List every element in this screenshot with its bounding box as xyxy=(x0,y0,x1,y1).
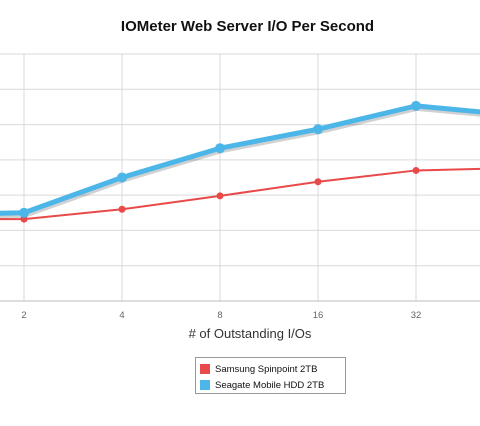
data-point xyxy=(412,166,420,174)
legend-label-seagate: Seagate Mobile HDD 2TB xyxy=(215,379,325,391)
legend: Samsung Spinpoint 2TB Seagate Mobile HDD… xyxy=(195,357,346,394)
data-point xyxy=(118,205,126,213)
x-tick-label: 32 xyxy=(411,310,422,321)
legend-item: Samsung Spinpoint 2TB xyxy=(200,361,345,377)
data-point xyxy=(117,172,127,183)
data-point xyxy=(19,207,29,218)
x-tick-label: 2 xyxy=(21,310,26,321)
data-point xyxy=(411,100,421,111)
x-tick-label: 8 xyxy=(217,310,222,321)
data-point xyxy=(313,124,323,135)
data-point xyxy=(215,143,225,154)
legend-item: Seagate Mobile HDD 2TB xyxy=(200,377,345,393)
legend-swatch-seagate xyxy=(200,380,210,390)
x-tick-label: 16 xyxy=(313,310,324,321)
x-tick-label: 4 xyxy=(119,310,124,321)
data-point xyxy=(314,178,322,186)
legend-swatch-samsung xyxy=(200,364,210,374)
x-axis-label: # of Outstanding I/Os xyxy=(188,326,312,341)
legend-label-samsung: Samsung Spinpoint 2TB xyxy=(215,363,318,375)
chart-title: IOMeter Web Server I/O Per Second xyxy=(120,18,375,35)
data-point xyxy=(216,192,224,200)
